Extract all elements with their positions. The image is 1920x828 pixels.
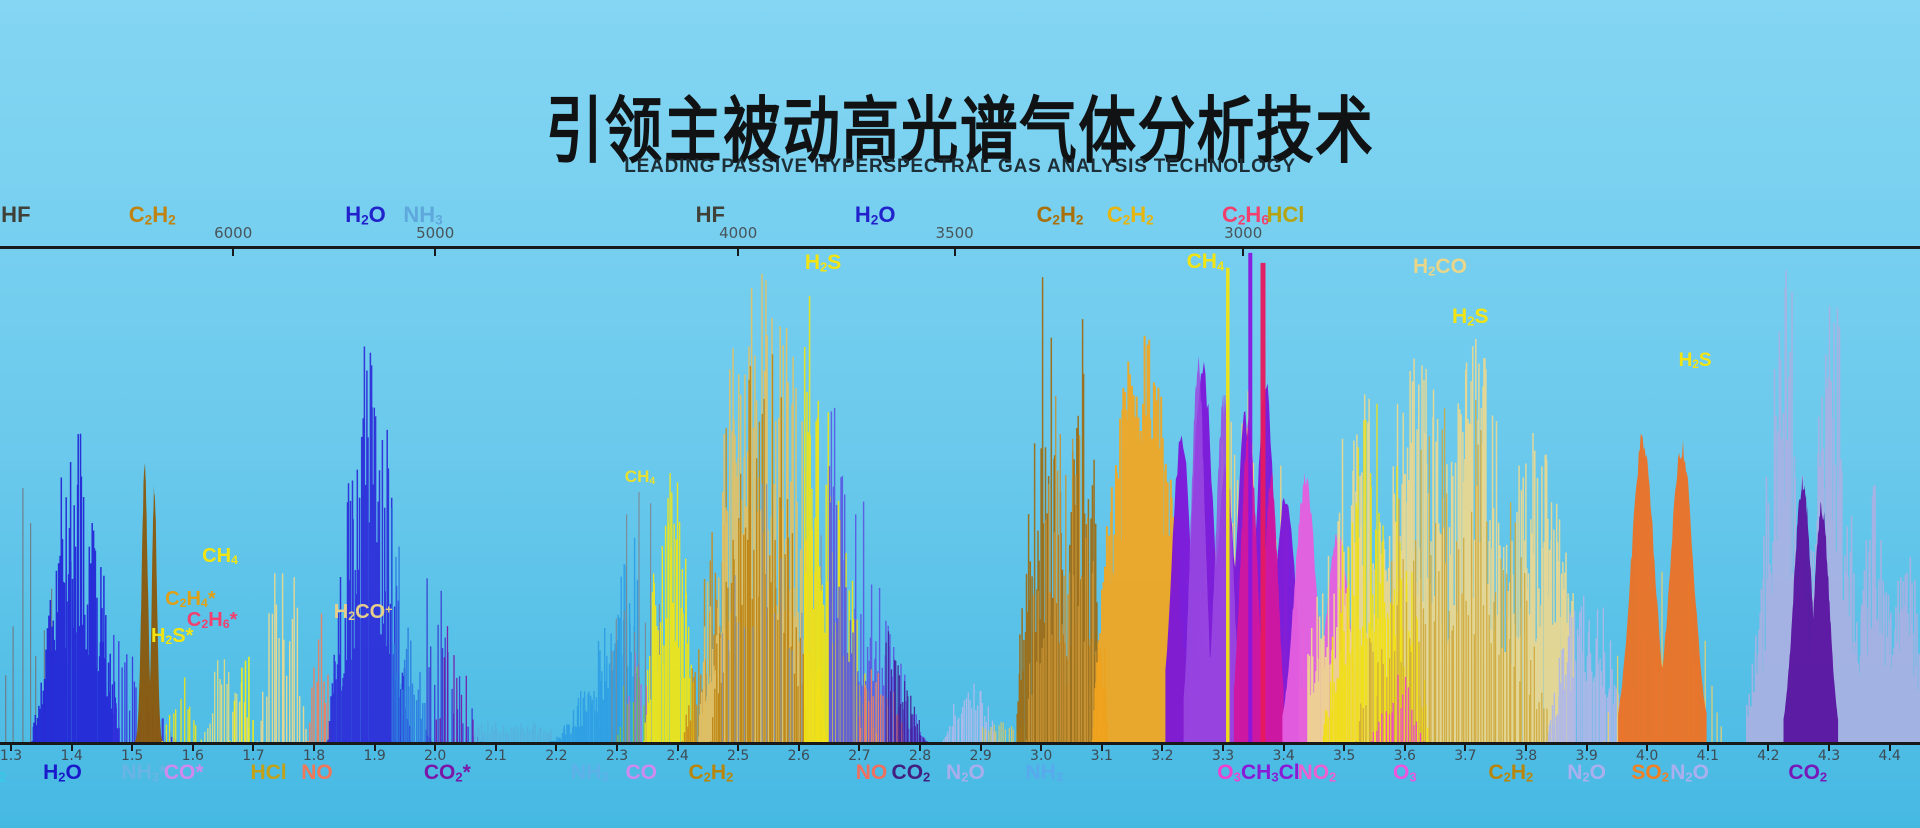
band-HCl-1.75 xyxy=(256,573,310,743)
band-H2O-1.4 xyxy=(31,433,120,743)
band-NO-1.8 xyxy=(306,613,331,743)
band-CO2-2.03-purple xyxy=(435,626,474,743)
page-subtitle: LEADING PASSIVE HYPERSPECTRAL GAS ANALYS… xyxy=(624,156,1296,177)
band-H2S-1.58 xyxy=(161,677,202,743)
page-title: 引领主被动高光谱气体分析技术 xyxy=(545,92,1375,172)
band-N2O-2.88-faint xyxy=(942,683,999,743)
band-CO2-2.78-dark xyxy=(885,631,926,743)
band-C2H2-1.53-solid xyxy=(131,462,167,743)
band-CO2-4.28-purple xyxy=(1783,474,1839,743)
band-CH4-2.38-yellow xyxy=(643,473,697,743)
wavelength-axis-line xyxy=(0,742,1920,745)
band-yellow-1.68 xyxy=(229,656,254,743)
band-magenta-bumps xyxy=(1233,417,1284,743)
wavenumber-axis-line xyxy=(0,246,1920,249)
band-filler-2.1 xyxy=(470,720,552,743)
band-SO2-4.02-solid xyxy=(1618,433,1707,743)
